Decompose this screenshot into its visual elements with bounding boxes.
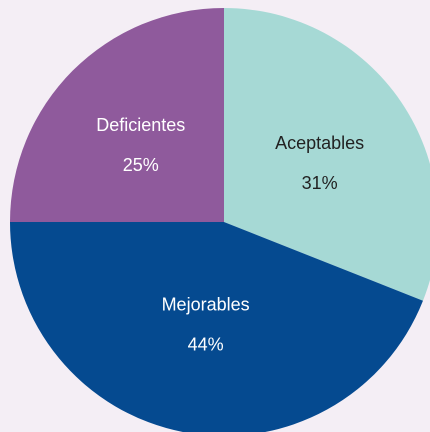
slice-value-deficientes: 25% [123,155,159,175]
slice-value-aceptables: 31% [302,173,338,193]
pie-slice-deficientes [10,8,224,222]
slice-label-aceptables: Aceptables [275,133,364,153]
slice-label-mejorables: Mejorables [162,295,250,315]
pie-slices [10,8,430,432]
slice-label-deficientes: Deficientes [96,115,185,135]
pie-slice-mejorables [10,222,423,432]
pie-slice-aceptables [224,8,430,301]
slice-value-mejorables: 44% [188,335,224,355]
pie-labels: Aceptables 31% Mejorables 44% Deficientes 25% [96,115,364,355]
